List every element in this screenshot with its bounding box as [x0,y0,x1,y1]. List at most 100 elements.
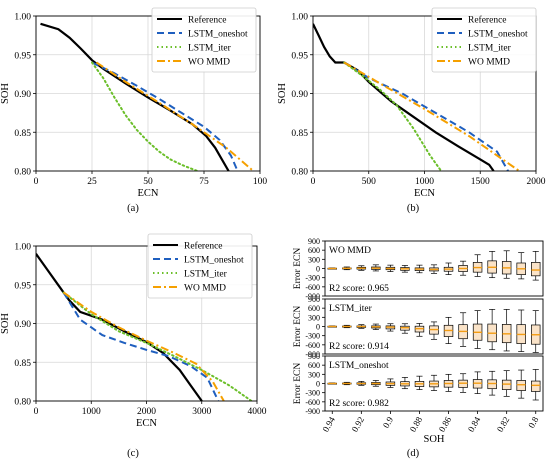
y-tick-label: 0.85 [14,359,31,369]
r2-score-label: R2 score: 0.982 [329,399,389,409]
x-tick-label: 0 [311,177,316,187]
y-tick-label: 300 [308,370,320,379]
y-axis-label: SOH [277,83,288,104]
subplot-title: WO MMD [329,246,371,256]
box-body [516,380,526,391]
y-tick-label: -600 [305,283,320,292]
legend-label: LSTM_oneshot [184,256,244,266]
plot-frame [35,15,261,172]
x-tick-label: 2000 [137,407,156,417]
y-tick-label: 0.90 [14,90,31,100]
y-tick-label: 600 [308,246,320,255]
y-tick-label: -300 [305,332,320,341]
x-axis-label: ECN [138,188,159,199]
x-axis-label: ECN [414,188,435,199]
line-panel-2: 0 500 1000 1500 2000 0.80 0.85 0.90 0.95 1.00 ECN S… [277,7,546,214]
y-tick-label: 0.80 [14,398,31,408]
x-tick-label: 50 [143,177,153,187]
y-tick-label: 900 [308,237,320,246]
series-line [36,253,203,401]
x-tick-label: 100 [253,177,268,187]
x-tick-label: 0.86 [437,415,454,434]
series-line [91,61,199,171]
y-tick-label: 300 [308,255,320,264]
x-tick-label: 25 [87,177,97,187]
y-tick-label: 900 [308,295,320,304]
series-line [343,61,520,171]
x-tick-label: 0.92 [350,415,367,434]
x-tick-label: 0 [34,407,39,417]
y-tick-label: 0.95 [14,281,31,291]
legend-label: WO MMD [188,58,230,68]
y-axis-label: Error ECN [293,306,303,348]
series-line [62,291,253,401]
y-tick-label: 600 [308,361,320,370]
x-tick-label: 0.82 [495,415,512,434]
legend-label: LSTM_iter [184,270,228,280]
r2-score-label: R2 score: 0.914 [329,342,389,352]
y-tick-label: 0.95 [14,51,31,61]
x-tick-label: 0 [34,177,39,187]
y-tick-label: 0 [316,323,320,332]
box-body [501,379,512,390]
legend-label: Reference [188,15,227,26]
panel-caption: (a) [127,203,139,214]
y-axis-label: SOH [0,313,11,334]
y-tick-label: 1.00 [14,243,31,253]
legend-label: LSTM_oneshot [188,30,248,40]
legend-label: LSTM_oneshot [468,30,528,40]
y-tick-label: -600 [305,341,320,350]
y-tick-label: 900 [308,352,320,361]
subplot-frame [324,355,544,412]
x-tick-label: 0.84 [466,415,483,434]
legend-label: WO MMD [468,58,510,68]
x-tick-label: 0.9 [381,415,396,430]
x-tick-label: 1500 [471,177,490,187]
x-tick-label: 500 [362,177,377,187]
y-tick-label: 0.90 [14,320,31,330]
y-tick-label: 0.90 [291,90,308,100]
x-tick-label: 2000 [527,177,546,187]
x-tick-label: 0.88 [408,415,425,434]
box-body [487,379,497,390]
line-panel-1: 0 25 50 75 100 0.80 0.85 0.90 0.95 1.00 ECN SOH Refe… [0,7,268,214]
x-axis-label: ECN [136,418,157,429]
legend-label: LSTM_iter [188,44,232,54]
legend-box [147,233,253,299]
box-body [531,262,541,277]
series-line [91,61,239,171]
y-tick-label: -900 [305,407,320,416]
series-line [63,291,225,401]
y-axis-label: SOH [0,83,11,104]
x-tick-label: 3000 [192,407,211,417]
series-line [343,61,509,171]
legend-label: LSTM_iter [468,44,512,54]
legend-label: Reference [184,241,223,252]
x-tick-label: 4000 [248,407,267,417]
y-tick-label: 600 [308,304,320,313]
series-line [95,61,254,171]
y-tick-label: -900 [305,350,320,359]
y-tick-label: -600 [305,398,320,407]
legend-box [431,7,537,73]
y-tick-label: 0.95 [291,51,308,61]
plot-frame [35,245,258,402]
box-body [531,380,541,392]
y-tick-label: 0 [316,265,320,274]
r2-score-label: R2 score: 0.965 [329,284,389,294]
y-tick-label: -300 [305,389,320,398]
series-line [62,291,220,401]
y-tick-label: 0.80 [14,168,31,178]
legend-label: WO MMD [184,284,226,294]
y-tick-label: 0 [316,380,320,389]
x-tick-label: 1000 [82,407,101,417]
y-tick-label: -900 [305,292,320,301]
y-tick-label: 1.00 [14,13,31,23]
subplot-title: LSTM_oneshot [329,361,389,371]
y-tick-label: 0.85 [291,129,308,139]
